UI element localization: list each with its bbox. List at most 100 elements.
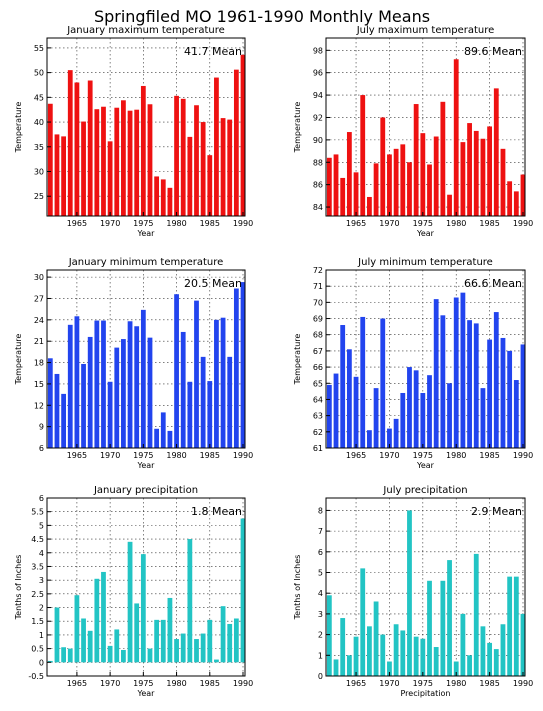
x-tick-label: 1975 bbox=[413, 451, 433, 460]
x-axis-label: Year bbox=[137, 461, 156, 470]
y-tick-label: 3 bbox=[39, 576, 44, 585]
y-tick-label: 69 bbox=[313, 315, 323, 324]
y-axis-label: Temperature bbox=[14, 334, 23, 386]
y-tick-label: 86 bbox=[313, 181, 323, 190]
bar: 1981: 3 bbox=[460, 613, 466, 676]
bar: 1989: 4.8 bbox=[513, 576, 519, 676]
y-tick-label: 30 bbox=[34, 273, 44, 282]
y-tick-label: -0.5 bbox=[28, 672, 44, 681]
y-tick-label: 4 bbox=[318, 589, 323, 598]
bar: 1981: 1.05 bbox=[180, 633, 186, 663]
bar: 1964: 50.5 bbox=[67, 70, 73, 216]
chart-panel: 1961: 18.61962: 16.41963: 13.61964: 23.3… bbox=[14, 257, 253, 470]
bar: 1979: 85.1 bbox=[447, 194, 452, 216]
bar: 1971: 1.2 bbox=[114, 629, 120, 663]
bar: 1978: 28.4 bbox=[160, 179, 166, 216]
y-tick-label: 88 bbox=[313, 158, 323, 167]
chart-title: July maximum temperature bbox=[356, 25, 495, 36]
x-tick-label: 1975 bbox=[133, 679, 153, 688]
bar: 1978: 1.55 bbox=[160, 619, 166, 663]
x-tick-label: 1970 bbox=[379, 679, 399, 688]
bar: 1964: 1 bbox=[346, 655, 352, 676]
bar: 1964: 90.7 bbox=[346, 132, 352, 216]
x-tick-label: 1965 bbox=[346, 219, 366, 228]
x-tick-label: 1980 bbox=[446, 679, 466, 688]
bar: 1963: 68.6 bbox=[340, 325, 346, 448]
bar: 1988: 18.8 bbox=[227, 356, 233, 448]
y-tick-label: 1 bbox=[318, 651, 323, 660]
bar: 1983: 43.4 bbox=[194, 105, 199, 216]
bar: 1963: 0.55 bbox=[61, 647, 67, 663]
bar: 1987: 2.05 bbox=[220, 606, 226, 663]
y-tick-label: 7 bbox=[318, 527, 323, 536]
bar: 1961: 3.9 bbox=[326, 595, 332, 676]
bar: 1982: 37 bbox=[187, 136, 193, 216]
bar: 1982: 15.3 bbox=[187, 381, 193, 448]
y-tick-label: 98 bbox=[313, 46, 323, 55]
bar: 1983: 0.85 bbox=[194, 639, 199, 663]
bar: 1974: 93.2 bbox=[413, 104, 419, 216]
y-tick-label: 84 bbox=[313, 203, 323, 212]
y-tick-label: 35 bbox=[34, 143, 44, 152]
bar: 1979: 8.4 bbox=[167, 430, 173, 448]
bar: 1985: 1.6 bbox=[487, 642, 493, 676]
y-tick-label: 90 bbox=[313, 136, 323, 145]
bar: 1969: 3.3 bbox=[101, 571, 106, 663]
bar: 1977: 29 bbox=[154, 176, 160, 216]
y-tick-label: 4 bbox=[39, 549, 44, 558]
bar: 1961: 88.4 bbox=[326, 157, 332, 216]
bar: 1990: 67.4 bbox=[520, 344, 526, 448]
y-tick-label: 12 bbox=[34, 401, 44, 410]
bar: 1976: 43.6 bbox=[147, 104, 153, 216]
bar: 1979: 26.7 bbox=[167, 187, 173, 216]
x-tick-label: 1985 bbox=[479, 219, 499, 228]
bar: 1990: 86.9 bbox=[520, 174, 526, 216]
bar: 1970: 0.7 bbox=[387, 661, 392, 676]
bar: 1977: 90.3 bbox=[433, 136, 439, 216]
y-axis-label: Temperature bbox=[293, 102, 302, 154]
x-axis-label: Year bbox=[137, 689, 156, 698]
y-tick-label: 67 bbox=[313, 347, 323, 356]
bar: 1985: 67.7 bbox=[487, 339, 493, 448]
bar: 1961: 18.6 bbox=[47, 358, 53, 448]
x-tick-label: 1985 bbox=[479, 679, 499, 688]
bar: 1966: 40.1 bbox=[81, 121, 86, 216]
bar: 1962: 2 bbox=[54, 607, 60, 663]
bar: 1987: 40.8 bbox=[220, 118, 226, 216]
y-tick-label: 63 bbox=[313, 412, 323, 421]
bar: 1979: 5.6 bbox=[447, 560, 452, 676]
y-tick-label: 92 bbox=[313, 113, 323, 122]
bar: 1962: 65.6 bbox=[333, 373, 339, 448]
y-tick-label: 61 bbox=[313, 444, 323, 453]
x-tick-label: 1985 bbox=[479, 451, 499, 460]
mean-annotation: 41.7 Mean bbox=[184, 45, 242, 58]
bar: 1981: 44.7 bbox=[180, 98, 186, 216]
bar: 1970: 0.6 bbox=[107, 645, 113, 663]
bar: 1972: 64.4 bbox=[400, 392, 406, 448]
y-tick-label: 6 bbox=[39, 444, 44, 453]
bar: 1972: 44.4 bbox=[121, 100, 126, 216]
y-tick-label: 40 bbox=[34, 118, 44, 127]
plot-frame bbox=[325, 497, 526, 677]
y-tick-label: 0 bbox=[39, 658, 44, 667]
bar: 1961: 0.05 bbox=[47, 660, 53, 663]
bar: 1989: 1.6 bbox=[233, 618, 239, 663]
y-tick-label: 21 bbox=[34, 337, 44, 346]
y-tick-label: 9 bbox=[39, 423, 44, 432]
bar: 1986: 1.3 bbox=[493, 649, 499, 676]
y-axis-label: Temperature bbox=[293, 334, 302, 386]
bar: 1966: 1.6 bbox=[81, 618, 86, 663]
x-tick-label: 1975 bbox=[133, 451, 153, 460]
y-tick-label: 94 bbox=[313, 91, 323, 100]
x-tick-label: 1980 bbox=[166, 219, 186, 228]
bar: 1990: 3 bbox=[520, 613, 526, 676]
bar: 1986: 49 bbox=[214, 77, 219, 216]
bar: 1974: 65.8 bbox=[413, 370, 419, 448]
bar: 1988: 67 bbox=[507, 350, 513, 448]
y-tick-label: 62 bbox=[313, 428, 323, 437]
bar: 1985: 33.3 bbox=[207, 155, 213, 216]
y-tick-label: 50 bbox=[34, 69, 44, 78]
bar: 1972: 21.3 bbox=[121, 339, 126, 448]
mean-annotation: 1.8 Mean bbox=[191, 505, 242, 518]
